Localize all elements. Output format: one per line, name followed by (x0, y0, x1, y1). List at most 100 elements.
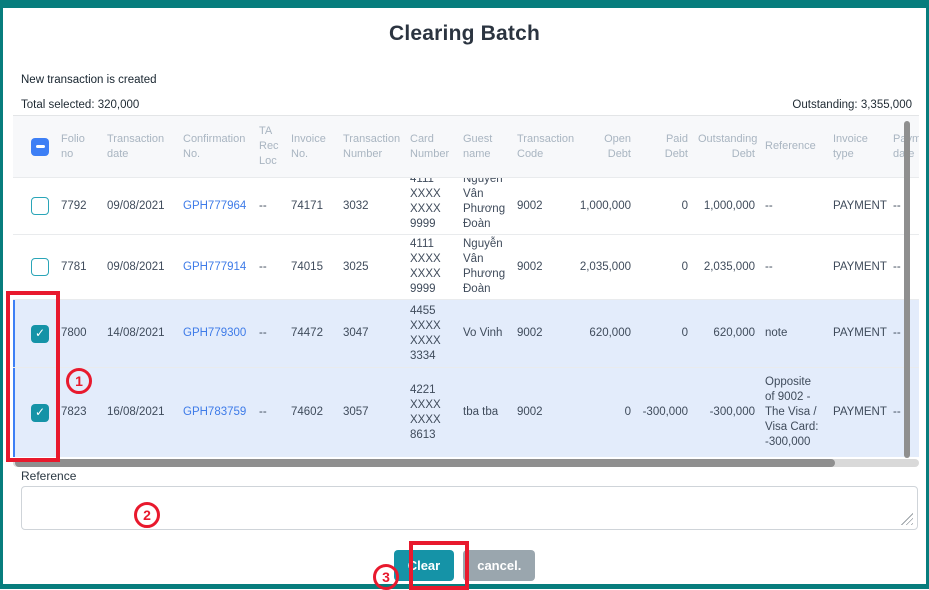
outstanding-label: Outstanding: 3,355,000 (792, 99, 912, 111)
annotation-step-1: 1 (66, 368, 92, 394)
checkmark-icon: ✓ (34, 326, 46, 340)
column-header-transaction-date: Transaction date (107, 132, 165, 160)
cell-outstanding-debt: -300,000 (709, 406, 755, 418)
checkmark-icon: ✓ (34, 405, 46, 419)
reference-label: Reference (21, 469, 77, 483)
column-header-confirmation-no: Confirmation No. (183, 132, 246, 160)
column-header-transaction-number: Transaction Number (343, 132, 401, 160)
table-row[interactable]: 7781 09/08/2021 GPH777914 -- 74015 3025 4111 X… (13, 235, 919, 300)
cell-reference: -- (765, 260, 773, 273)
cell-transaction-code: 9002 (517, 406, 543, 418)
select-all-checkbox[interactable] (31, 137, 49, 156)
page-title: Clearing Batch (389, 22, 540, 45)
column-header-guest-name: Guest name (463, 132, 493, 160)
cell-confirmation-no[interactable]: GPH777914 (183, 260, 247, 273)
column-header-invoice-type: Invoice type (833, 132, 868, 160)
cell-card-number: 4221 XXXX XXXX 8613 (410, 383, 441, 441)
cell-paid-debt: 0 (681, 260, 688, 273)
cell-payment-date: -- (893, 327, 901, 339)
cell-reference: -- (765, 199, 773, 212)
status-message: New transaction is created (21, 74, 157, 86)
cell-transaction-date: 16/08/2021 (107, 406, 165, 418)
cell-transaction-code: 9002 (517, 260, 543, 273)
indeterminate-minus-icon (35, 145, 45, 148)
clear-button[interactable]: Clear (393, 550, 455, 581)
cancel-button[interactable]: cancel. (463, 550, 536, 581)
annotation-rect-clear-button (409, 541, 469, 590)
cell-payment-date: -- (893, 199, 901, 212)
row-checkbox[interactable]: ✓ (31, 324, 49, 343)
cell-open-debt: 620,000 (589, 327, 631, 339)
cell-paid-debt: 0 (681, 327, 688, 339)
cell-folio-no: 7800 (61, 327, 87, 339)
cell-confirmation-no[interactable]: GPH783759 (183, 406, 247, 418)
cell-guest-name: tba tba (463, 406, 499, 418)
totals-bar: Total selected: 320,000 Outstanding: 3,3… (21, 99, 912, 111)
cell-guest-name: Nguyễn Vân Phương Đoàn (463, 238, 506, 295)
annotation-step-2: 2 (134, 502, 160, 528)
cell-ta-rec-loc: -- (259, 199, 267, 212)
cell-ta-rec-loc: -- (259, 406, 267, 418)
cell-guest-name: Nguyễn Vân Phương Đoàn (463, 178, 506, 230)
cell-transaction-code: 9002 (517, 327, 543, 339)
cell-outstanding-debt: 1,000,000 (703, 199, 755, 212)
cell-invoice-type: PAYMENT (833, 406, 887, 418)
cell-paid-debt: -300,000 (642, 406, 688, 418)
cell-ta-rec-loc: -- (259, 327, 267, 339)
row-checkbox[interactable] (31, 197, 49, 215)
cell-transaction-date: 14/08/2021 (107, 327, 165, 339)
cell-outstanding-debt: 620,000 (713, 327, 755, 339)
cell-invoice-no: 74602 (291, 406, 323, 418)
cell-reference: note (765, 327, 788, 339)
cell-transaction-number: 3032 (343, 199, 369, 212)
table-row[interactable]: ✓ 7800 14/08/2021 GPH779300 -- 74472 3047 4455 … (13, 300, 919, 368)
vertical-scrollbar[interactable] (904, 121, 910, 458)
cell-open-debt: 0 (624, 406, 631, 418)
cell-folio-no: 7781 (61, 260, 87, 273)
cell-confirmation-no[interactable]: GPH777964 (183, 199, 247, 212)
transactions-table: Folio no Transaction date Confirmation No.… (13, 115, 919, 457)
cell-transaction-number: 3057 (343, 406, 369, 418)
column-header-ta-rec-loc: TA Rec Loc (259, 125, 279, 167)
cell-folio-no: 7792 (61, 199, 87, 212)
cell-transaction-date: 09/08/2021 (107, 199, 165, 212)
cell-reference: Opposite of 9002 - The Visa / Visa Card:… (765, 376, 819, 448)
cell-payment-date: -- (893, 260, 901, 273)
cell-folio-no: 7823 (61, 406, 87, 418)
cell-invoice-type: PAYMENT (833, 199, 887, 212)
column-header-paid-debt: Paid Debt (664, 132, 688, 160)
cell-confirmation-no[interactable]: GPH779300 (183, 327, 247, 339)
cell-open-debt: 2,035,000 (579, 260, 631, 273)
table-row[interactable]: 7792 09/08/2021 GPH777964 -- 74171 3032 4111 X… (13, 178, 919, 235)
cell-open-debt: 1,000,000 (579, 199, 631, 212)
column-header-folio-no: Folio no (61, 132, 85, 160)
cell-transaction-code: 9002 (517, 199, 543, 212)
cell-invoice-no: 74472 (291, 327, 323, 339)
table-header-row: Folio no Transaction date Confirmation No.… (13, 116, 919, 178)
horizontal-scrollbar-thumb[interactable] (15, 459, 835, 467)
row-checkbox[interactable] (31, 258, 49, 276)
cell-payment-date: -- (893, 406, 901, 418)
row-checkbox[interactable]: ✓ (31, 403, 49, 422)
cell-transaction-date: 09/08/2021 (107, 260, 165, 273)
cell-invoice-no: 74171 (291, 199, 323, 212)
cell-transaction-number: 3025 (343, 260, 369, 273)
reference-textarea[interactable] (21, 486, 918, 530)
cell-card-number: 4455 XXXX XXXX 3334 (410, 304, 441, 362)
horizontal-scrollbar[interactable] (13, 459, 919, 467)
column-header-transaction-code: Transaction Code (517, 132, 575, 160)
total-selected-label: Total selected: 320,000 (21, 99, 140, 111)
column-header-reference: Reference (765, 140, 816, 152)
cell-paid-debt: 0 (681, 199, 688, 212)
annotation-rect-checkboxes (6, 291, 60, 462)
table-row[interactable]: ✓ 7823 16/08/2021 GPH783759 -- 74602 3057 4221 … (13, 368, 919, 457)
column-header-outstanding-debt: Outstanding Debt (698, 132, 758, 160)
cell-invoice-type: PAYMENT (833, 327, 887, 339)
cell-guest-name: Vo Vinh (463, 327, 503, 339)
column-header-card-number: Card Number (410, 132, 450, 160)
cell-invoice-type: PAYMENT (833, 260, 887, 273)
action-buttons: Clear cancel. (3, 550, 926, 581)
cell-ta-rec-loc: -- (259, 260, 267, 273)
cell-card-number: 4111 XXXX XXXX 9999 (410, 238, 441, 295)
cell-invoice-no: 74015 (291, 260, 323, 273)
